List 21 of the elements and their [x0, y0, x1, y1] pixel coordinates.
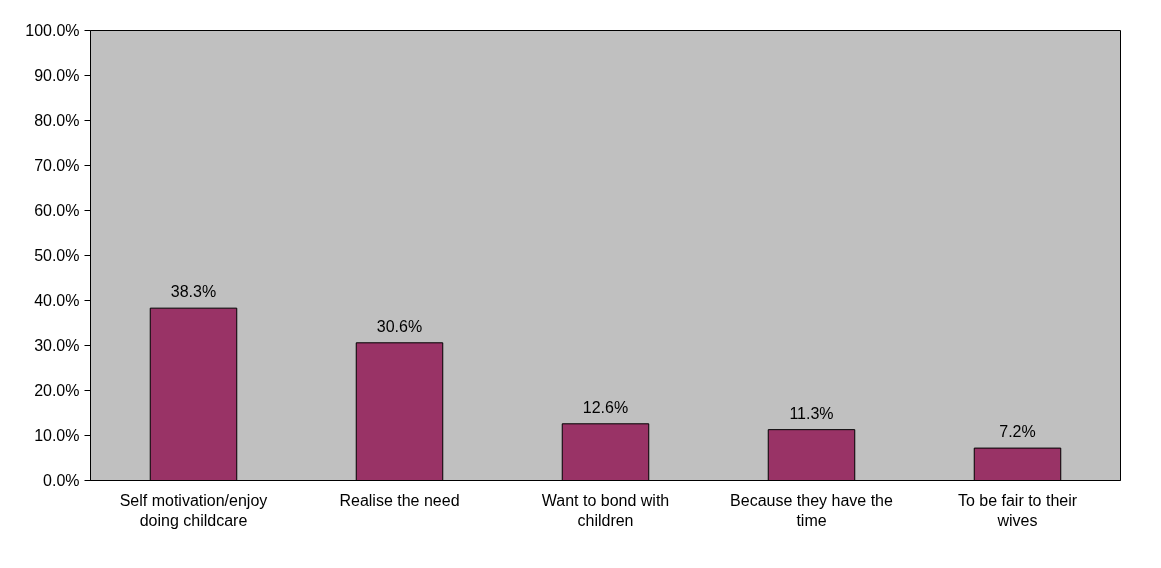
data-label: 30.6%: [376, 317, 423, 335]
y-tick-label: 30.0%: [34, 337, 80, 354]
x-tick-label: Because they have the time: [730, 491, 893, 529]
y-tick-label: 50.0%: [34, 247, 80, 264]
y-tick-label: 60.0%: [34, 202, 80, 219]
data-label: 7.2%: [999, 423, 1036, 441]
y-tick-label: 100.0%: [25, 22, 80, 39]
y-tick-label: 20.0%: [34, 382, 80, 399]
data-label: 11.3%: [789, 404, 834, 422]
x-tick-label: Want to bond with children: [541, 491, 670, 529]
y-tick-label: 80.0%: [34, 112, 80, 129]
x-tick-label: Realise the need: [339, 491, 460, 509]
y-tick-label: 40.0%: [34, 292, 80, 309]
y-tick-label: 0.0%: [43, 472, 80, 489]
data-label: 12.6%: [582, 398, 629, 416]
x-tick-label: To be fair to their wives: [957, 491, 1078, 529]
y-tick-label: 90.0%: [34, 67, 80, 84]
y-tick-label: 70.0%: [34, 157, 80, 174]
data-label: 38.3%: [170, 283, 217, 301]
y-tick-label: 10.0%: [34, 427, 80, 444]
x-tick-label: Self motivation/enjoy doing childcare: [119, 491, 268, 529]
